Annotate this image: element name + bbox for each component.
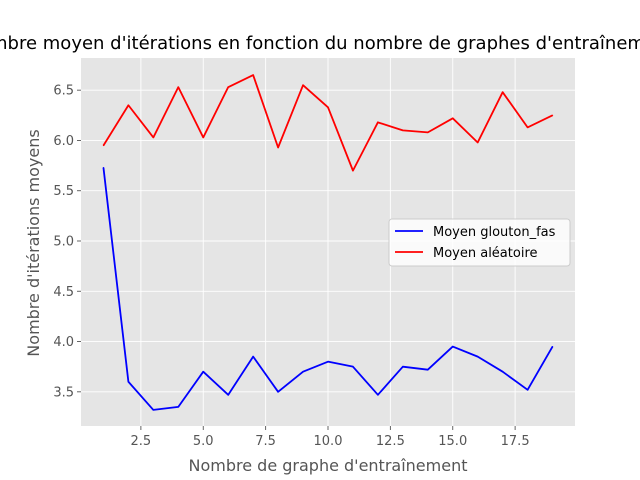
x-axis-label: Nombre de graphe d'entraînement (189, 456, 468, 475)
x-tick-label: 5.0 (193, 434, 214, 449)
data-point-moyen-aleatoire (277, 146, 279, 149)
y-tick-label: 3.5 (53, 385, 74, 400)
x-tick-label: 12.5 (376, 434, 405, 449)
y-tick-label: 5.5 (53, 184, 74, 199)
x-tick-label: 2.5 (131, 434, 152, 449)
x-tick-label: 10.0 (314, 434, 343, 449)
y-tick-label: 4.5 (53, 285, 74, 300)
data-point-moyen-aleatoire (477, 141, 479, 144)
y-tick-label: 5.0 (53, 234, 74, 249)
data-point-moyen-aleatoire (202, 136, 204, 139)
data-point-moyen-glouton-fas (402, 366, 404, 368)
data-point-moyen-aleatoire (352, 170, 354, 172)
data-point-moyen-glouton-fas (277, 391, 279, 393)
data-point-moyen-glouton-fas (377, 394, 379, 396)
data-point-moyen-glouton-fas (477, 356, 479, 358)
data-point-moyen-aleatoire (227, 86, 229, 88)
data-point-moyen-aleatoire (502, 91, 504, 93)
y-tick-label: 4.0 (53, 335, 74, 350)
y-tick-label: 6.5 (53, 84, 74, 99)
legend-label-moyen-aleatoire: Moyen aléatoire (433, 246, 538, 261)
chart-title: Nombre moyen d'itérations en fonction du… (0, 33, 640, 54)
data-point-moyen-aleatoire (452, 117, 454, 119)
data-point-moyen-glouton-fas (327, 361, 329, 363)
y-tick-label: 6.0 (53, 134, 74, 149)
data-point-moyen-glouton-fas (452, 345, 454, 348)
data-point-moyen-aleatoire (327, 106, 329, 108)
legend-label-moyen-glouton-fas: Moyen glouton_fas (433, 225, 556, 240)
x-axis-ticks: 2.5 5.0 7.5 10.0 12.5 15.0 17.5 (131, 426, 530, 449)
data-point-moyen-aleatoire (526, 126, 529, 128)
data-point-moyen-aleatoire (252, 74, 254, 76)
data-point-moyen-glouton-fas (551, 345, 554, 348)
data-point-moyen-glouton-fas (352, 366, 354, 368)
data-point-moyen-glouton-fas (252, 356, 254, 358)
series-lines (102, 74, 554, 411)
x-tick-label: 17.5 (501, 434, 530, 449)
y-axis-ticks: 3.5 4.0 4.5 5.0 5.5 6.0 6.5 (53, 84, 81, 400)
data-point-moyen-glouton-fas (302, 371, 304, 373)
data-point-moyen-aleatoire (102, 144, 105, 147)
data-point-moyen-aleatoire (377, 121, 379, 123)
legend: Moyen glouton_fas Moyen aléatoire (388, 218, 571, 267)
data-point-moyen-glouton-fas (227, 394, 229, 396)
data-point-moyen-aleatoire (427, 131, 429, 134)
data-point-moyen-glouton-fas (526, 389, 529, 391)
data-point-moyen-glouton-fas (427, 369, 429, 371)
legend-box (388, 218, 571, 267)
data-point-moyen-glouton-fas (102, 166, 105, 169)
x-tick-label: 15.0 (438, 434, 467, 449)
data-point-moyen-aleatoire (402, 129, 404, 131)
data-point-moyen-aleatoire (302, 84, 304, 86)
data-point-moyen-glouton-fas (152, 409, 154, 411)
y-axis-label: Nombre d'itérations moyens (24, 129, 43, 356)
data-point-moyen-aleatoire (152, 136, 154, 139)
data-point-moyen-aleatoire (127, 104, 130, 106)
data-point-moyen-glouton-fas (177, 406, 179, 408)
data-point-moyen-aleatoire (551, 114, 554, 116)
data-point-moyen-glouton-fas (502, 371, 504, 373)
data-point-moyen-aleatoire (177, 86, 179, 88)
data-point-moyen-glouton-fas (202, 371, 204, 373)
x-tick-label: 7.5 (255, 434, 276, 449)
data-point-moyen-glouton-fas (127, 381, 130, 383)
